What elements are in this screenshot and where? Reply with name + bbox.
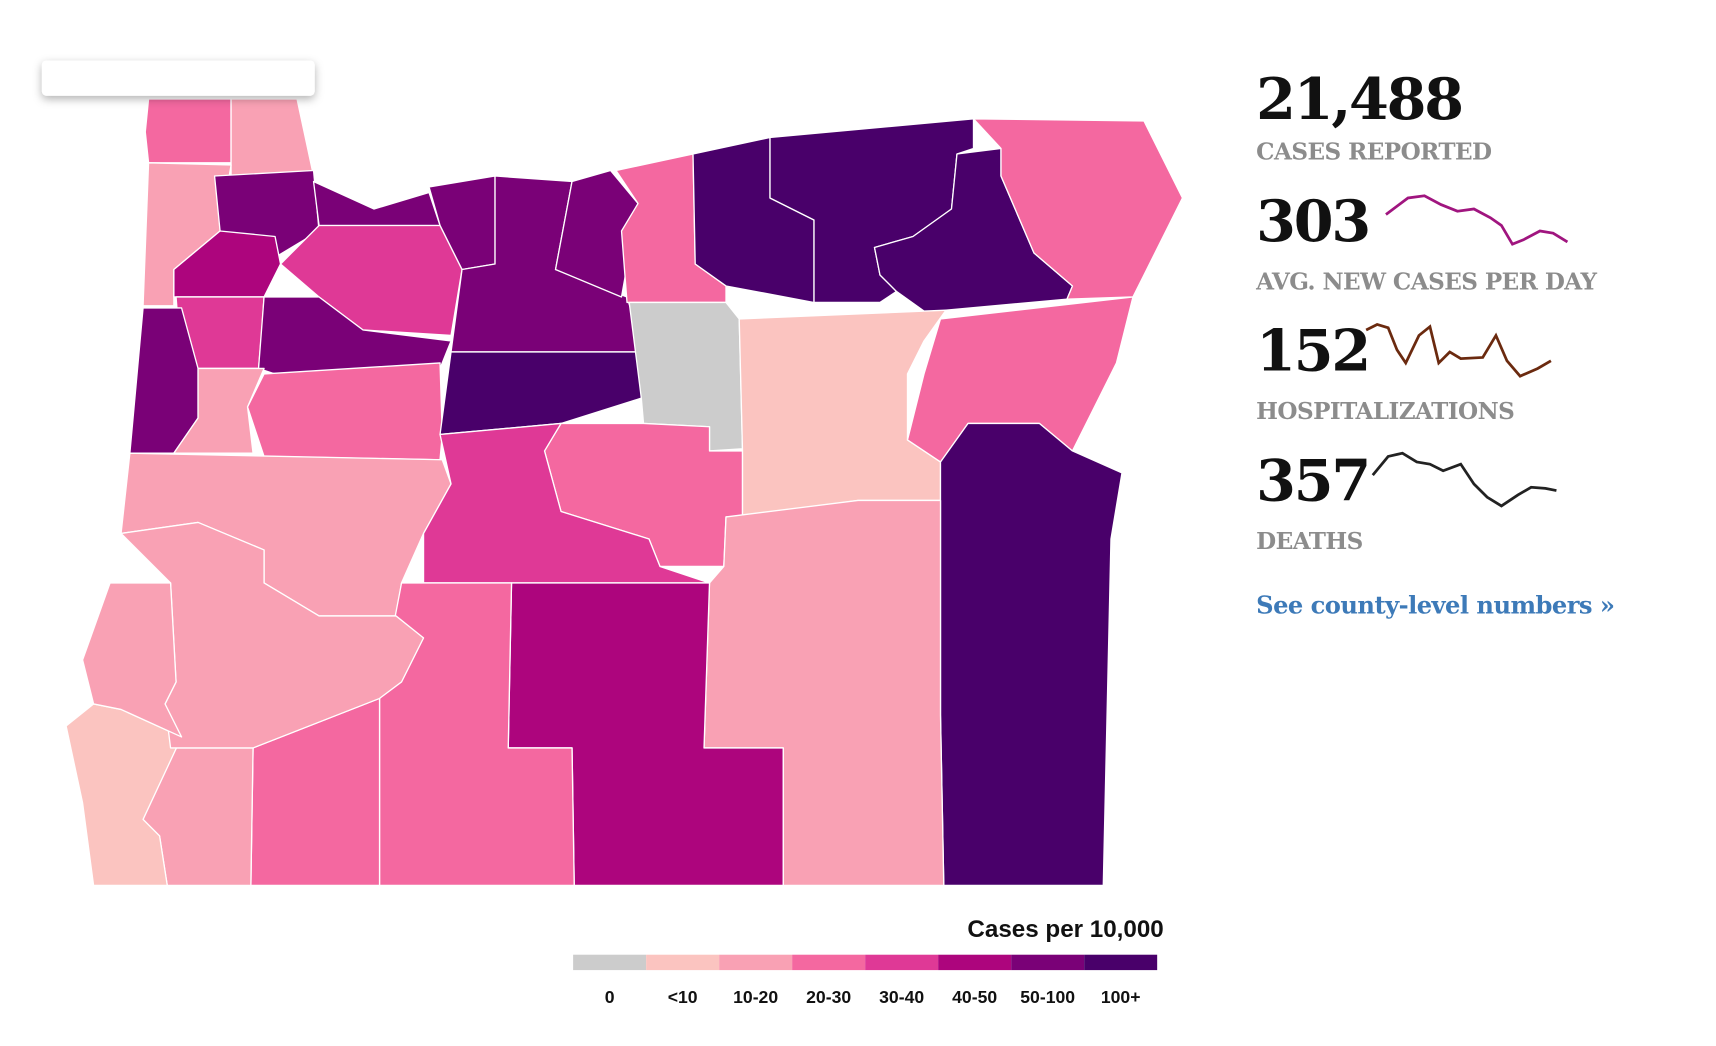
- legend-label: 50-100: [1020, 987, 1075, 1007]
- sparkline: [1365, 322, 1552, 378]
- county[interactable]: [144, 98, 232, 164]
- legend-swatch: [646, 954, 720, 971]
- stat-value: 357: [1256, 447, 1369, 514]
- search-box[interactable]: [41, 60, 315, 96]
- county[interactable]: [81, 582, 183, 738]
- stat-label: HOSPITALIZATIONS: [1256, 398, 1514, 425]
- legend-label: 100+: [1101, 987, 1141, 1007]
- legend-title: Cases per 10,000: [967, 916, 1163, 943]
- legend-label: 10-20: [733, 987, 778, 1007]
- county[interactable]: [173, 367, 265, 454]
- county[interactable]: [422, 422, 711, 584]
- stat-label: CASES REPORTED: [1256, 138, 1492, 165]
- stat-label: AVG. NEW CASES PER DAY: [1255, 268, 1597, 295]
- county[interactable]: [246, 362, 443, 461]
- legend-swatch: [865, 954, 939, 971]
- legend-swatch: [1084, 954, 1158, 971]
- sparkline: [1385, 194, 1569, 246]
- oregon-map: [65, 98, 1184, 887]
- county[interactable]: [939, 422, 1123, 887]
- legend-label: 20-30: [806, 987, 851, 1007]
- legend-swatch: [938, 954, 1012, 971]
- legend-label: 0: [605, 987, 615, 1007]
- legend-swatch: [719, 954, 793, 971]
- county[interactable]: [230, 98, 315, 177]
- county[interactable]: [439, 351, 645, 436]
- legend-swatch: [792, 954, 866, 971]
- stat-label: DEATHS: [1256, 528, 1363, 555]
- sparkline: [1371, 451, 1557, 508]
- stat-value: 303: [1256, 188, 1369, 255]
- county[interactable]: [129, 307, 199, 454]
- stat-value: 21,488: [1256, 66, 1462, 133]
- stat-value: 152: [1256, 318, 1369, 385]
- legend-swatch: [1011, 954, 1085, 971]
- county-link[interactable]: See county-level numbers »: [1256, 591, 1615, 620]
- legend: Cases per 10,000 0 <10 10-20 20-30 30-40 40-5…: [573, 916, 1164, 1007]
- legend-label: 30-40: [879, 987, 924, 1007]
- county[interactable]: [312, 180, 441, 227]
- legend-swatch: [573, 954, 647, 971]
- legend-label: 40-50: [952, 987, 997, 1007]
- stats: 21,488 CASES REPORTED 303 AVG. NEW CASES…: [1255, 66, 1615, 620]
- county[interactable]: [972, 118, 1184, 300]
- legend-label: <10: [668, 987, 698, 1007]
